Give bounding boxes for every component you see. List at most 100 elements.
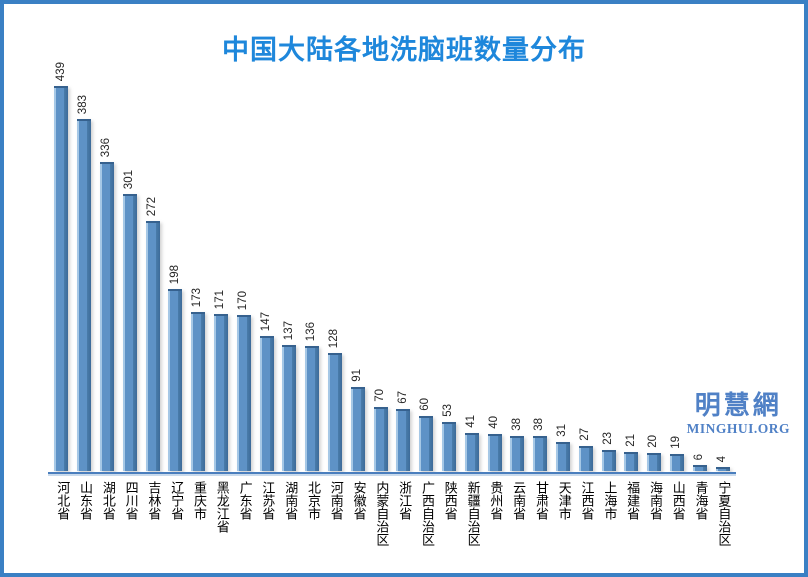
category-label: 天津市 — [552, 481, 575, 520]
bar — [647, 453, 662, 471]
category-label: 贵州省 — [483, 481, 506, 520]
bar — [487, 434, 502, 471]
watermark-chinese: 明慧網 — [694, 391, 782, 421]
category-label-text: 甘肃省 — [532, 481, 548, 520]
category-label-text: 山西省 — [669, 481, 685, 520]
bar-group: 336 — [96, 62, 119, 471]
category-label: 山东省 — [73, 481, 96, 520]
value-label: 336 — [100, 137, 113, 157]
category-label-text: 海南省 — [646, 481, 662, 520]
value-label: 171 — [214, 289, 227, 309]
value-label: 41 — [464, 415, 477, 428]
category-label-text: 湖南省 — [282, 481, 298, 520]
category-label: 内蒙自治区 — [369, 481, 392, 546]
category-label-text: 贵州省 — [487, 481, 503, 520]
bar-group: 128 — [324, 62, 347, 471]
value-label: 272 — [145, 196, 158, 216]
bar — [510, 436, 525, 471]
category-label-text: 吉林省 — [145, 481, 161, 520]
bar — [122, 194, 137, 471]
category-label: 广西自治区 — [415, 481, 438, 546]
bar — [259, 336, 274, 471]
bar — [555, 442, 570, 471]
bar-group: 60 — [415, 62, 438, 471]
category-label-text: 江西省 — [578, 481, 594, 520]
bar-group: 4 — [711, 62, 734, 471]
category-label: 湖北省 — [96, 481, 119, 520]
bar-group: 173 — [187, 62, 210, 471]
bar-group: 27 — [574, 62, 597, 471]
bar — [213, 314, 228, 471]
category-label-text: 河南省 — [327, 481, 343, 520]
category-label: 江西省 — [574, 481, 597, 520]
category-label-text: 新疆自治区 — [464, 481, 480, 546]
category-label: 河北省 — [50, 481, 73, 520]
bar — [601, 450, 616, 471]
value-label: 147 — [259, 311, 272, 331]
category-label-text: 内蒙自治区 — [373, 481, 389, 546]
bar-group: 137 — [278, 62, 301, 471]
bar-group: 439 — [50, 62, 73, 471]
bar — [350, 387, 365, 471]
category-label-text: 广西自治区 — [418, 481, 434, 546]
category-label-text: 宁夏自治区 — [715, 481, 731, 546]
value-label: 301 — [123, 169, 136, 189]
bar-group: 40 — [483, 62, 506, 471]
category-label: 北京市 — [301, 481, 324, 520]
bar-group: 70 — [369, 62, 392, 471]
bar-group: 41 — [460, 62, 483, 471]
bar-group: 136 — [301, 62, 324, 471]
bar-group: 67 — [392, 62, 415, 471]
bar-group: 6 — [688, 62, 711, 471]
category-label: 河南省 — [324, 481, 347, 520]
bar — [191, 312, 206, 471]
value-label: 170 — [237, 290, 250, 310]
bar — [533, 436, 548, 471]
value-label: 128 — [328, 328, 341, 348]
value-label: 173 — [191, 287, 204, 307]
category-label-text: 青海省 — [692, 481, 708, 520]
value-label: 20 — [647, 435, 660, 448]
category-label: 海南省 — [643, 481, 666, 520]
bar-group: 272 — [141, 62, 164, 471]
value-label: 91 — [351, 369, 363, 382]
bar-group: 198 — [164, 62, 187, 471]
category-label-text: 黑龙江省 — [213, 481, 229, 533]
bar — [578, 446, 593, 471]
plot-area: 439 383 336 301 272 198 173 171 170 147 137 136 128 9… — [50, 62, 734, 471]
value-label: 31 — [556, 424, 569, 437]
bar — [715, 467, 730, 471]
bar-group: 20 — [643, 62, 666, 471]
bar-group: 38 — [529, 62, 552, 471]
category-label-text: 浙江省 — [396, 481, 412, 520]
value-label: 383 — [77, 94, 90, 114]
bar — [373, 407, 388, 471]
bar-group: 147 — [255, 62, 278, 471]
category-label-text: 北京市 — [304, 481, 320, 520]
category-label-text: 安徽省 — [350, 481, 366, 520]
bar — [236, 315, 251, 471]
bar-group: 38 — [506, 62, 529, 471]
category-label: 四川省 — [118, 481, 141, 520]
value-label: 70 — [373, 389, 386, 402]
bar-group: 301 — [118, 62, 141, 471]
value-label: 27 — [578, 428, 591, 441]
category-label-text: 广东省 — [236, 481, 252, 520]
category-label: 青海省 — [688, 481, 711, 520]
category-label: 辽宁省 — [164, 481, 187, 520]
bar-group: 383 — [73, 62, 96, 471]
value-label: 6 — [692, 453, 705, 460]
bar — [305, 346, 320, 471]
value-label: 40 — [487, 416, 500, 429]
category-label-text: 河北省 — [54, 481, 70, 520]
category-label: 山西省 — [666, 481, 689, 520]
bar-group: 23 — [597, 62, 620, 471]
category-label: 安徽省 — [346, 481, 369, 520]
bar — [692, 465, 707, 471]
category-label-text: 四川省 — [122, 481, 138, 520]
category-label-text: 云南省 — [510, 481, 526, 520]
bar — [327, 353, 342, 471]
category-label: 云南省 — [506, 481, 529, 520]
category-label: 宁夏自治区 — [711, 481, 734, 546]
